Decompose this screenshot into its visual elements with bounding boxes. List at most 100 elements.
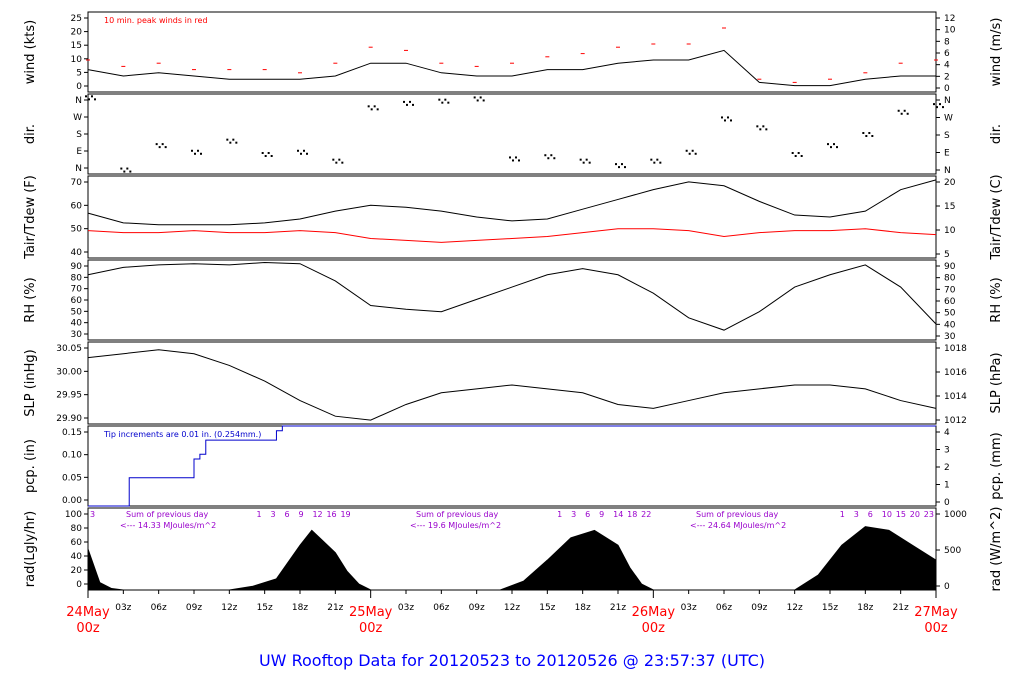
pcp-ylabel-right: pcp. (mm) (989, 432, 1004, 499)
slp-ytick-right-label: 1018 (944, 344, 967, 354)
wind-frame (87, 11, 937, 93)
dir-point (518, 159, 520, 162)
temp-ytick-label: 70 (71, 178, 83, 188)
dir-point (579, 158, 582, 161)
pcp-ytick-right-label: 4 (944, 428, 950, 438)
dir-point (800, 155, 803, 157)
temp-ylabel-right: Tair/Tdew (C) (989, 174, 1004, 260)
sun-hour-mark: 19 (340, 510, 350, 519)
x-tick-label: 18z (857, 603, 873, 613)
rad-ytick-label: 20 (71, 566, 83, 576)
sun-hour-mark: 6 (868, 510, 873, 519)
day-label-hour: 00z (359, 621, 383, 636)
dir-point (903, 109, 906, 112)
dir-point (797, 152, 800, 154)
dir-ytick-label: W (73, 113, 82, 123)
temp-panel: 40 50 60 70 5 10 15 20 Tair/Tdew (F) Tair/Tdew (C… (23, 174, 1004, 260)
day-sum-value: <--- 24.64 MJoules/m^2 (690, 521, 786, 530)
wind-ytick-right-label: 10 (944, 26, 956, 36)
sun-hour-mark: 22 (641, 510, 651, 519)
day-sum-label: Sum of previous day (416, 510, 498, 519)
x-tick-label: 12z (787, 603, 803, 613)
dir-point (756, 125, 759, 128)
pcp-ytick-label: 0.15 (62, 428, 82, 438)
dir-point (942, 106, 944, 109)
dir-point (229, 141, 232, 144)
sun-hour-mark: 3 (270, 510, 275, 519)
dir-point (306, 152, 308, 155)
wind-ytick-label: 25 (71, 14, 82, 24)
sun-hour-mark: 10 (882, 510, 892, 519)
dir-point (129, 170, 132, 173)
sun-hour-mark: 3 (571, 510, 576, 519)
sun-hour-mark: 1 (840, 510, 845, 519)
dir-point (759, 128, 762, 131)
x-tick-label: 03z (398, 603, 414, 613)
x-tick-label: 18z (292, 603, 308, 613)
dir-ytick-label: N (75, 164, 82, 174)
day-label-hour: 00z (76, 621, 100, 636)
dir-ytick-label: N (75, 96, 82, 106)
dir-point (126, 167, 129, 170)
dir-point (512, 159, 514, 162)
rad-ylabel: rad(Lgly/hr) (23, 511, 38, 587)
dir-point (553, 157, 556, 160)
slp-ylabel: SLP (inHg) (23, 349, 38, 417)
dir-point (933, 103, 935, 106)
dir-point (303, 149, 305, 152)
dir-point (300, 152, 302, 155)
x-tick-label: 21z (610, 603, 626, 613)
rad-ytick-right-label: 1000 (944, 510, 967, 520)
dir-point (585, 158, 588, 161)
wind-ytick-right-label: 8 (944, 37, 950, 47)
dir-point (653, 161, 656, 164)
x-tick-label: 15z (257, 603, 273, 613)
wind-annotation: 10 min. peak winds in red (104, 16, 208, 25)
sun-hour-mark: 20 (910, 510, 920, 519)
temp-ytick-label: 60 (71, 201, 83, 211)
rh-ytick-right-label: 50 (944, 309, 956, 319)
pcp-panel: 0.00 0.05 0.10 0.15 0 1 2 3 4 pcp. (in) pcp. (mm) T… (23, 425, 1004, 508)
dir-point (226, 138, 229, 141)
rh-ytick-right-label: 90 (944, 262, 956, 272)
dir-ytick-right-label: W (944, 114, 953, 124)
rh-frame (87, 259, 937, 341)
dir-point (868, 132, 871, 134)
wind-ylabel: wind (kts) (23, 20, 38, 84)
sun-hour-mark: 1 (256, 510, 261, 519)
temp-ytick-right-label: 20 (944, 178, 956, 188)
dir-point (120, 167, 123, 170)
dir-point (261, 152, 264, 154)
pcp-annotation: Tip increments are 0.01 in. (0.254mm.) (103, 430, 261, 439)
dir-ytick-label: E (76, 147, 82, 157)
x-tick-label: 12z (221, 603, 237, 613)
dir-point (871, 135, 874, 137)
dir-frame (87, 93, 937, 175)
rad-ytick-label: 0 (76, 580, 82, 590)
sun-hour-mark: 15 (896, 510, 906, 519)
temp-ytick-label: 40 (71, 248, 83, 258)
dir-point (509, 156, 511, 159)
dir-point (338, 158, 341, 161)
pcp-ylabel: pcp. (in) (23, 439, 38, 493)
x-tick-label: 15z (539, 603, 555, 613)
dir-point (94, 98, 96, 101)
x-tick-label: 09z (469, 603, 485, 613)
rad-ytick-label: 100 (65, 510, 82, 520)
day-label-date: 25May (349, 605, 393, 620)
dir-point (406, 103, 408, 106)
wind-ytick-label: 20 (71, 28, 83, 38)
slp-frame (87, 341, 937, 425)
dir-point (588, 161, 591, 164)
x-tick-label: 06z (716, 603, 732, 613)
dir-point (376, 108, 379, 111)
slp-ytick-label: 30.05 (56, 344, 82, 354)
dir-ylabel-right: dir. (989, 124, 1004, 144)
dir-ytick-right-label: S (944, 131, 950, 141)
dir-point (200, 152, 202, 155)
dir-point (833, 143, 835, 146)
dir-point (438, 98, 441, 101)
wind-ylabel-right: wind (m/s) (989, 18, 1004, 87)
rh-ytick-label: 90 (71, 262, 83, 272)
